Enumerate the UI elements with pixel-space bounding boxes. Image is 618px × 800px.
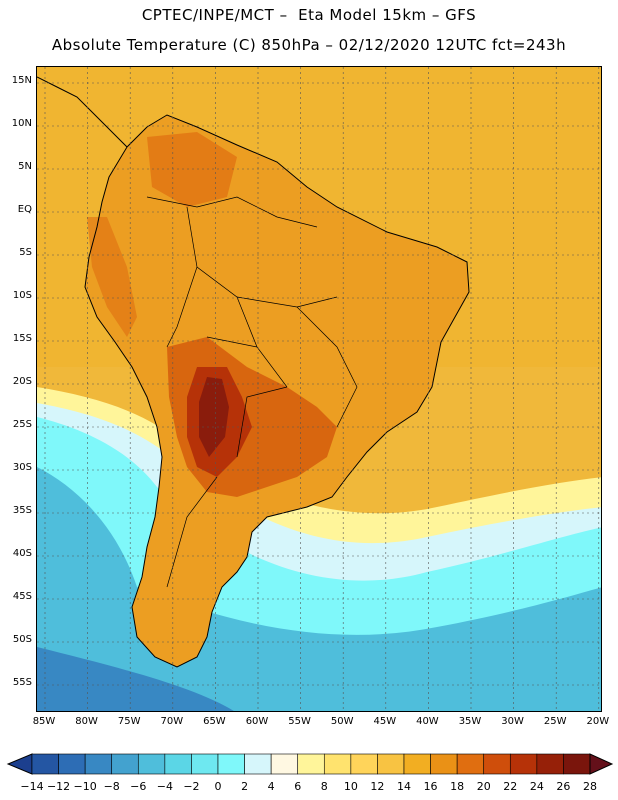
lon-label: 65W bbox=[203, 716, 226, 727]
lat-label: 5S bbox=[19, 247, 32, 258]
lat-label: 35S bbox=[12, 505, 32, 516]
lat-label: 25S bbox=[12, 419, 32, 430]
colorbar-tick-label: −2 bbox=[183, 780, 200, 793]
colorbar-swatch bbox=[217, 753, 245, 775]
warm-north-interior bbox=[147, 132, 237, 207]
colorbar-tick-label: 14 bbox=[397, 780, 411, 793]
country-borders bbox=[146, 196, 358, 588]
colorbar-tick-label: 10 bbox=[343, 780, 358, 793]
andes-warm-strip bbox=[87, 217, 137, 337]
colorbar-swatch bbox=[58, 753, 86, 775]
colorbar-swatch bbox=[403, 753, 431, 775]
colorbar-swatch bbox=[350, 753, 378, 775]
lon-label: 35W bbox=[458, 716, 482, 727]
colorbar-tick-label: 26 bbox=[556, 780, 571, 793]
colorbar-tick-label: 2 bbox=[241, 780, 249, 793]
lon-label: 40W bbox=[416, 716, 439, 727]
colorbar-swatch bbox=[244, 753, 272, 775]
lat-label: 10N bbox=[11, 118, 32, 129]
colorbar-tick-label: 8 bbox=[320, 780, 328, 793]
colorbar-tick-label: −6 bbox=[130, 780, 147, 793]
lon-label: 60W bbox=[245, 716, 269, 727]
colorbar-tick-label: 12 bbox=[370, 780, 385, 793]
colorbar-tick-label: 24 bbox=[529, 780, 544, 793]
colorbar-swatch bbox=[430, 753, 458, 775]
map-title-line2: Absolute Temperature (C) 850hPa – 02/12/… bbox=[51, 36, 567, 54]
central-america-coast bbox=[37, 76, 128, 148]
temperature-colorbar bbox=[6, 753, 614, 775]
colorbar-swatch bbox=[84, 753, 113, 775]
colorbar-swatch bbox=[137, 753, 166, 775]
colorbar-tick-label: 18 bbox=[450, 780, 465, 793]
colorbar-tick-label: −4 bbox=[156, 780, 173, 793]
lat-label: 45S bbox=[12, 591, 32, 602]
colorbar-swatch bbox=[164, 753, 192, 775]
lon-label: 30W bbox=[501, 716, 524, 727]
colorbar-swatch bbox=[191, 753, 219, 775]
colorbar-tick-label: 28 bbox=[583, 780, 597, 793]
lon-label: 50W bbox=[330, 716, 354, 727]
colorbar-swatch bbox=[270, 753, 299, 775]
lat-label: EQ bbox=[17, 204, 32, 215]
colorbar-swatch bbox=[297, 753, 325, 775]
graticule bbox=[37, 67, 601, 711]
lon-label: 75W bbox=[117, 716, 141, 727]
map-title-line1: CPTEC/INPE/MCT – Eta Model 15km – GFS bbox=[141, 6, 477, 24]
colorbar-tick-label: 20 bbox=[476, 780, 491, 793]
colorbar-swatch bbox=[509, 753, 538, 775]
colorbar-tick-label: 4 bbox=[267, 780, 275, 793]
lon-label: 25W bbox=[543, 716, 567, 727]
colorbar-swatch bbox=[563, 753, 591, 775]
lat-label: 10S bbox=[12, 290, 32, 301]
lon-label: 70W bbox=[160, 716, 184, 727]
temperature-map bbox=[37, 67, 601, 711]
coastline bbox=[84, 114, 470, 668]
colorbar-swatch bbox=[536, 753, 564, 775]
colorbar-swatch bbox=[377, 753, 405, 775]
colorbar-tick-label: −10 bbox=[73, 780, 97, 793]
lat-label: 15N bbox=[11, 75, 32, 86]
colorbar-swatch bbox=[323, 753, 352, 775]
colorbar-tick-label: −14 bbox=[20, 780, 44, 793]
colorbar-tick-label: 16 bbox=[423, 780, 438, 793]
lon-label: 20W bbox=[586, 716, 610, 727]
colorbar-swatch bbox=[111, 753, 139, 775]
lat-label: 55S bbox=[12, 677, 32, 688]
lat-label: 5N bbox=[18, 161, 32, 172]
colorbar-tick-label: −12 bbox=[46, 780, 71, 793]
lat-label: 40S bbox=[12, 548, 32, 559]
map-panel bbox=[36, 66, 602, 712]
colorbar-tick-label: 22 bbox=[503, 780, 518, 793]
lon-label: 55W bbox=[288, 716, 311, 727]
colorbar-tick-label: −8 bbox=[103, 780, 120, 793]
lat-label: 30S bbox=[12, 462, 32, 473]
colorbar-tick-label: 0 bbox=[214, 780, 222, 793]
lat-label: 20S bbox=[12, 376, 32, 387]
lon-label: 45W bbox=[373, 716, 397, 727]
lat-label: 15S bbox=[12, 333, 32, 344]
colorbar-swatch bbox=[31, 753, 59, 775]
coldest-south bbox=[37, 647, 234, 711]
colorbar-tick-label: 6 bbox=[294, 780, 302, 793]
lon-label: 85W bbox=[32, 716, 56, 727]
colorbar-right-arrow bbox=[589, 753, 614, 775]
colorbar-left-arrow bbox=[6, 753, 33, 775]
lat-label: 50S bbox=[12, 634, 32, 645]
lon-label: 80W bbox=[75, 716, 98, 727]
colorbar-swatch bbox=[456, 753, 485, 775]
colorbar-swatch bbox=[483, 753, 511, 775]
hottest-core bbox=[199, 377, 229, 457]
